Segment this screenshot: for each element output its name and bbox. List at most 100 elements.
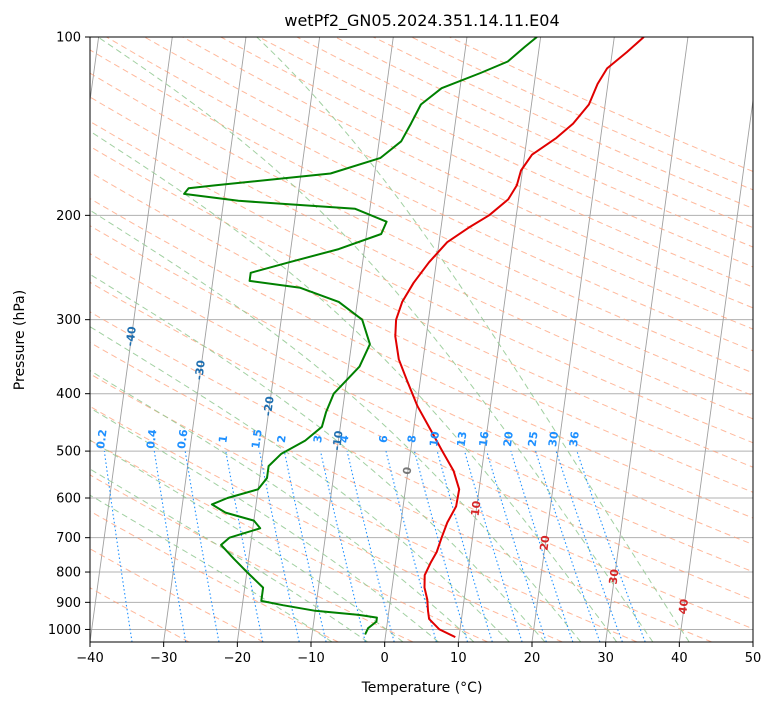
y-tick-label: 700	[56, 531, 81, 546]
temperature-profile-line	[394, 37, 645, 639]
background-lines	[58, 37, 753, 642]
mixing-ratio-line	[510, 450, 574, 642]
dry-adiabat	[90, 120, 753, 444]
dry-adiabat	[334, 37, 753, 229]
mixing-ratio-label: 0.2	[94, 429, 109, 450]
y-tick-label: 900	[56, 596, 81, 611]
dewpoint-profile-line	[183, 37, 538, 635]
mixing-ratio-label: 36	[567, 430, 582, 447]
isotherm-label: 20	[537, 534, 552, 551]
mixing-ratio-line	[555, 450, 623, 642]
mixing-ratio-label: 6	[377, 434, 391, 444]
dry-adiabat	[90, 405, 563, 642]
mixing-ratio-line	[464, 450, 523, 642]
mixing-ratio-label: 0.4	[144, 428, 160, 449]
isotherm-line	[531, 37, 615, 642]
x-tick-label: −30	[150, 651, 177, 666]
mixing-ratio-label: 8	[405, 434, 419, 443]
isotherm-label: 0	[400, 466, 414, 476]
x-tick-label: 40	[671, 651, 688, 666]
isotherm-label: 30	[607, 568, 622, 585]
moist-adiabat	[256, 37, 690, 642]
mixing-ratio-line	[283, 450, 327, 642]
mixing-ratio-line	[346, 450, 395, 642]
x-tick-label: 10	[450, 651, 467, 666]
dry-adiabat	[90, 96, 753, 420]
dry-adiabat	[90, 253, 753, 573]
mixing-ratio-label: 1.5	[249, 428, 264, 449]
isotherm-line	[90, 37, 100, 104]
isotherm-line	[163, 37, 247, 642]
isotherm-label: -10	[330, 429, 346, 451]
moist-adiabat	[90, 494, 333, 642]
moist-adiabat	[90, 130, 618, 642]
x-tick-label: 50	[745, 651, 762, 666]
dry-adiabat	[90, 510, 339, 642]
y-axis-label: Pressure (hPa)	[12, 290, 28, 390]
mixing-ratio-line	[58, 451, 82, 642]
mixing-ratio-line	[153, 451, 187, 642]
y-tick-label: 800	[56, 566, 81, 581]
dry-adiabat	[90, 225, 753, 546]
moist-adiabat	[90, 273, 546, 642]
dry-adiabat	[90, 311, 753, 630]
mixing-ratio-label: 13	[455, 431, 470, 448]
isotherm-line	[457, 37, 542, 642]
isotherm-line	[678, 97, 753, 642]
y-tick-label: 300	[56, 313, 81, 328]
moist-adiabat	[90, 369, 475, 642]
dry-adiabat	[373, 37, 753, 210]
moist-adiabat	[90, 326, 510, 642]
moist-adiabat	[90, 468, 368, 642]
x-axis-label: Temperature (°C)	[361, 680, 483, 696]
isotherm-label: -20	[261, 395, 277, 417]
x-tick-label: 20	[524, 651, 541, 666]
x-axis: −40 −30 −20 −10 0 10 20 30 40 50	[76, 642, 761, 666]
mixing-ratio-label: 25	[526, 431, 541, 448]
y-tick-label: 400	[56, 387, 81, 402]
isotherm-label: -30	[192, 359, 208, 381]
isotherm-label: -40	[123, 325, 139, 347]
isotherm-line	[236, 37, 321, 642]
isotherm-line	[752, 638, 753, 642]
mixing-ratio-label: 4	[338, 434, 352, 444]
dry-adiabat	[258, 37, 753, 268]
mixing-ratio-line	[576, 450, 646, 642]
mixing-ratio-line	[184, 451, 220, 642]
mixing-ratio-line	[486, 450, 547, 642]
isotherm-line	[605, 37, 689, 642]
mixing-ratio-label: 1	[216, 434, 230, 443]
mixing-ratio-label: 10	[427, 430, 442, 447]
y-tick-label: 500	[56, 445, 81, 460]
mixing-ratio-line	[436, 450, 493, 642]
isotherm-label: 40	[676, 598, 691, 615]
isotherm-line	[90, 37, 173, 642]
mixing-ratio-label: 0.6	[175, 428, 191, 449]
x-tick-label: −20	[224, 651, 251, 666]
y-tick-label: 100	[56, 31, 81, 46]
dry-adiabat	[182, 37, 753, 309]
moist-adiabat	[90, 439, 404, 642]
dry-adiabat	[90, 49, 753, 374]
x-tick-label: 30	[597, 651, 614, 666]
mixing-ratio-line	[535, 450, 601, 642]
x-tick-label: −40	[76, 651, 103, 666]
isotherm-label: -50	[54, 291, 70, 313]
moist-adiabat	[90, 209, 582, 642]
dry-adiabat	[90, 373, 638, 642]
dry-adiabat	[90, 72, 753, 397]
mixing-ratio-label: 30	[546, 430, 561, 447]
dry-adiabat	[90, 341, 712, 642]
mixing-ratio-line	[319, 450, 366, 642]
dry-adiabat	[90, 281, 753, 601]
isotherm-label: -60	[0, 240, 3, 262]
dry-adiabat	[90, 197, 753, 519]
x-tick-label: 0	[381, 651, 389, 666]
mixing-ratio-label: 16	[477, 430, 492, 447]
dry-adiabat	[106, 37, 753, 352]
dry-adiabat	[90, 548, 264, 642]
isotherm-label: 10	[469, 500, 484, 517]
data-series	[183, 37, 645, 639]
isopleth-labels: -100-90-80-70-60-50-40-30-20-10010203040…	[0, 240, 691, 615]
